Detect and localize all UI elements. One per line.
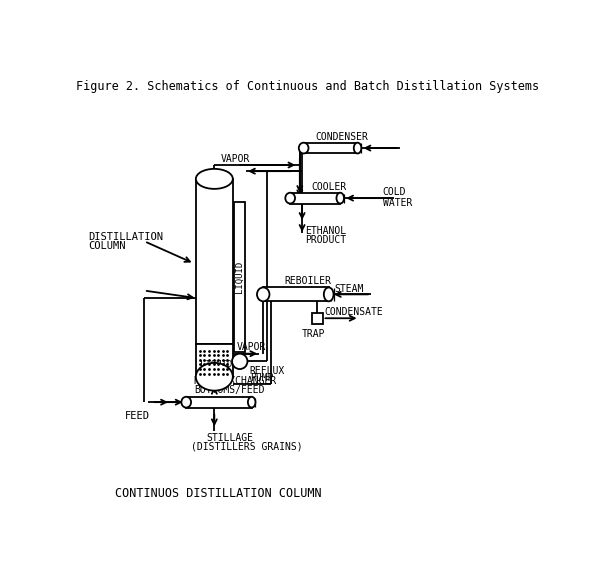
Text: TRAP: TRAP	[302, 329, 325, 339]
Bar	[263, 288, 329, 301]
Text: WATER: WATER	[383, 198, 412, 208]
Text: STEAM: STEAM	[335, 284, 364, 294]
Ellipse shape	[248, 397, 256, 407]
Ellipse shape	[181, 397, 191, 407]
Ellipse shape	[286, 193, 295, 203]
Bar	[312, 313, 323, 324]
Ellipse shape	[196, 363, 233, 391]
Text: COLUMN: COLUMN	[88, 241, 125, 251]
Text: PUMP: PUMP	[250, 373, 273, 383]
Ellipse shape	[196, 169, 233, 189]
Text: VAPOR: VAPOR	[236, 342, 266, 352]
Text: VAPOR: VAPOR	[220, 154, 250, 164]
Bar	[196, 344, 233, 377]
Text: HEAT EXCHANGER: HEAT EXCHANGER	[194, 376, 276, 386]
Ellipse shape	[257, 288, 269, 301]
Text: LIQUID: LIQUID	[200, 360, 233, 369]
Text: REFLUX: REFLUX	[250, 366, 285, 375]
Bar	[196, 179, 233, 344]
Ellipse shape	[324, 288, 334, 301]
Text: COOLER: COOLER	[311, 182, 347, 191]
Text: Figure 2. Schematics of Continuous and Batch Distillation Systems: Figure 2. Schematics of Continuous and B…	[76, 80, 539, 93]
Bar	[304, 143, 358, 154]
Circle shape	[232, 354, 247, 369]
Text: REBOILER: REBOILER	[284, 276, 331, 286]
Text: FEED: FEED	[125, 411, 149, 421]
Ellipse shape	[354, 143, 361, 154]
Text: COLD: COLD	[383, 187, 406, 197]
Text: PRODUCT: PRODUCT	[305, 235, 346, 245]
Ellipse shape	[299, 143, 308, 154]
Text: (DISTILLERS GRAINS): (DISTILLERS GRAINS)	[191, 442, 303, 452]
Text: CONDENSER: CONDENSER	[315, 132, 368, 142]
Text: STILLAGE: STILLAGE	[206, 433, 254, 442]
Text: CONDENSATE: CONDENSATE	[325, 307, 383, 317]
Text: LIQUID: LIQUID	[235, 261, 244, 293]
Text: DISTILLATION: DISTILLATION	[88, 231, 163, 242]
Ellipse shape	[337, 193, 344, 203]
Text: CONTINUOS DISTILLATION COLUMN: CONTINUOS DISTILLATION COLUMN	[115, 486, 322, 500]
Text: BOTTOMS/FEED: BOTTOMS/FEED	[194, 385, 265, 395]
Text: ETHANOL: ETHANOL	[305, 226, 346, 236]
Bar	[186, 397, 251, 407]
Bar	[290, 193, 340, 203]
Bar	[235, 202, 245, 352]
